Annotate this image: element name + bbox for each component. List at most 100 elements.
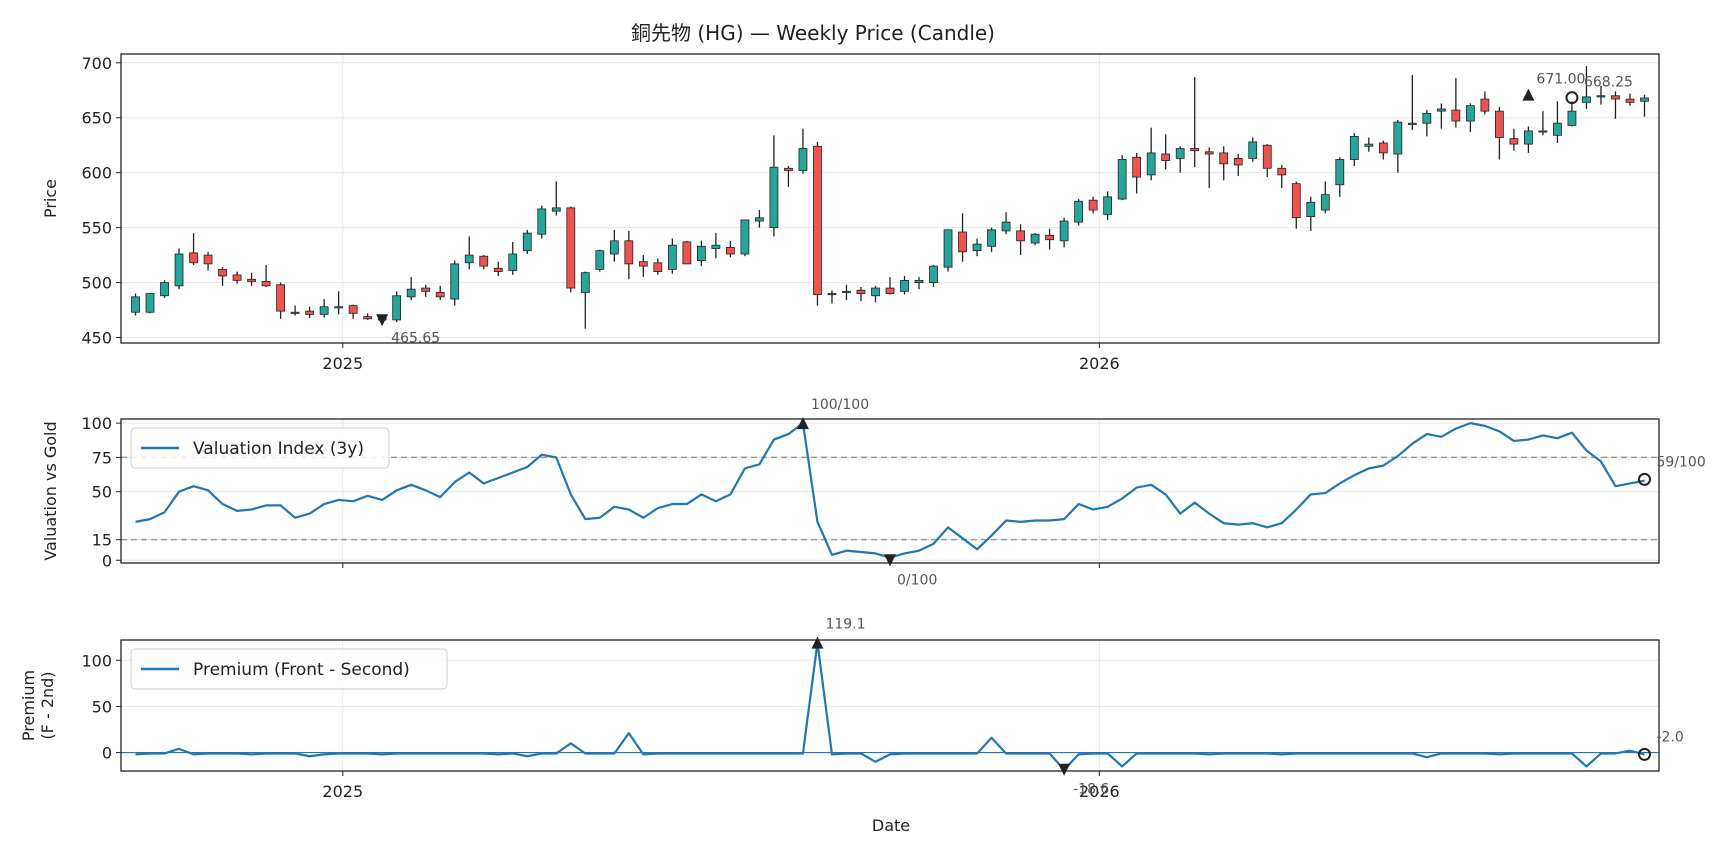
y-tick-label: 0 [102, 551, 112, 570]
candle-body [1016, 230, 1025, 242]
candle-body [1291, 183, 1301, 219]
candle-body [174, 253, 184, 287]
candle-body [711, 244, 721, 249]
candle-body [885, 287, 895, 294]
candle-body [813, 145, 822, 296]
candle-body [218, 268, 227, 277]
candle-body [145, 293, 155, 313]
premium-panel: 0 50 100 2025 2026 Premium (F - 2nd) Premium (F… [19, 617, 1684, 801]
y-tick-label: 50 [92, 483, 112, 502]
candle-body [464, 254, 474, 264]
legend-label: Valuation Index (3y) [193, 439, 364, 459]
min-marker [376, 314, 389, 327]
candle-body [1161, 153, 1171, 161]
candle-body [1059, 220, 1069, 242]
candle-body [653, 262, 663, 272]
candle-body [479, 255, 489, 267]
candle-body [740, 219, 750, 255]
candle-body [1001, 221, 1011, 232]
candle-body [827, 293, 837, 296]
candle-body [131, 296, 140, 313]
candle-body [334, 306, 344, 309]
candle-body [319, 306, 329, 315]
candle-body [1640, 97, 1649, 102]
y-tick-label: 100 [81, 414, 112, 433]
candle-body [261, 281, 271, 287]
y-tick-label: 15 [92, 531, 112, 550]
x-tick-label: 2025 [322, 782, 363, 801]
candle-body [696, 245, 706, 261]
y-tick-label: 600 [81, 164, 112, 183]
candle-body [348, 305, 358, 314]
min-marker [884, 554, 896, 567]
candle-body [508, 253, 518, 271]
candle-body [1480, 98, 1490, 112]
price-candlestick-panel: 450 500 550 600 650 700 2025 2026 Price 465.65 671… [41, 53, 1660, 373]
y-tick-label: 0 [102, 744, 112, 763]
series-line [135, 641, 1645, 771]
last-marker [1565, 91, 1579, 105]
candle-body [784, 167, 793, 171]
candle-body [972, 243, 982, 252]
candle-body [1349, 136, 1359, 160]
y-tick-label: 100 [81, 651, 112, 670]
legend-box [130, 427, 390, 469]
candle-body [189, 252, 198, 264]
min-marker [1058, 763, 1071, 776]
candle-body [1524, 130, 1533, 145]
candle-body [1175, 148, 1185, 159]
candle-body [900, 279, 909, 292]
candle-body [842, 290, 851, 293]
last-label: 59/100 [1656, 454, 1705, 470]
candle-body [363, 316, 373, 320]
candle-body [1103, 196, 1113, 215]
candle-body [1611, 95, 1620, 100]
candle-body [1320, 194, 1330, 211]
candle-body [987, 229, 996, 247]
candle-body [1219, 152, 1229, 165]
candle-body [609, 240, 619, 255]
y-tick-label: 550 [81, 219, 112, 238]
y-axis-label: (F - 2nd) [38, 671, 57, 739]
max-label: 100/100 [811, 397, 869, 413]
candle-body [1190, 148, 1200, 152]
candle-body [1233, 157, 1243, 166]
candle-body [421, 287, 431, 292]
candle-body [537, 208, 547, 235]
x-axis-label: Date [872, 816, 910, 835]
candle-body [203, 254, 213, 265]
candle-body [522, 232, 532, 252]
candle-body [1538, 130, 1548, 133]
candle-body [958, 231, 967, 253]
y-tick-label: 700 [81, 54, 112, 73]
candle-body [232, 274, 242, 281]
candle-body [392, 295, 402, 321]
candle-body [1117, 159, 1127, 200]
candle-body [566, 207, 576, 289]
candle-body [1422, 112, 1432, 124]
candle-body [755, 217, 764, 222]
candle-body [929, 265, 938, 283]
axes-frame [120, 639, 1660, 772]
candle-body [160, 282, 169, 297]
candle-body [580, 272, 590, 293]
y-axis-label: Valuation vs Gold [41, 421, 60, 560]
candle-body [247, 278, 256, 282]
candle-body [798, 148, 808, 171]
candle-body [1364, 143, 1374, 147]
candle-body [595, 250, 605, 270]
candle-body [726, 246, 735, 255]
candle-body [1132, 156, 1142, 178]
candle-body [856, 289, 866, 294]
candle-body [1146, 152, 1156, 176]
candle-body [551, 207, 561, 212]
last-label: 668.25 [1584, 75, 1633, 91]
candle-body [667, 244, 677, 270]
candle-body [624, 240, 634, 265]
min-label: 0/100 [897, 572, 937, 588]
chart-title: 銅先物 (HG) — Weekly Price (Candle) [631, 21, 995, 45]
y-tick-label: 650 [81, 109, 112, 128]
candle-body [290, 311, 300, 314]
candle-body [943, 229, 953, 268]
